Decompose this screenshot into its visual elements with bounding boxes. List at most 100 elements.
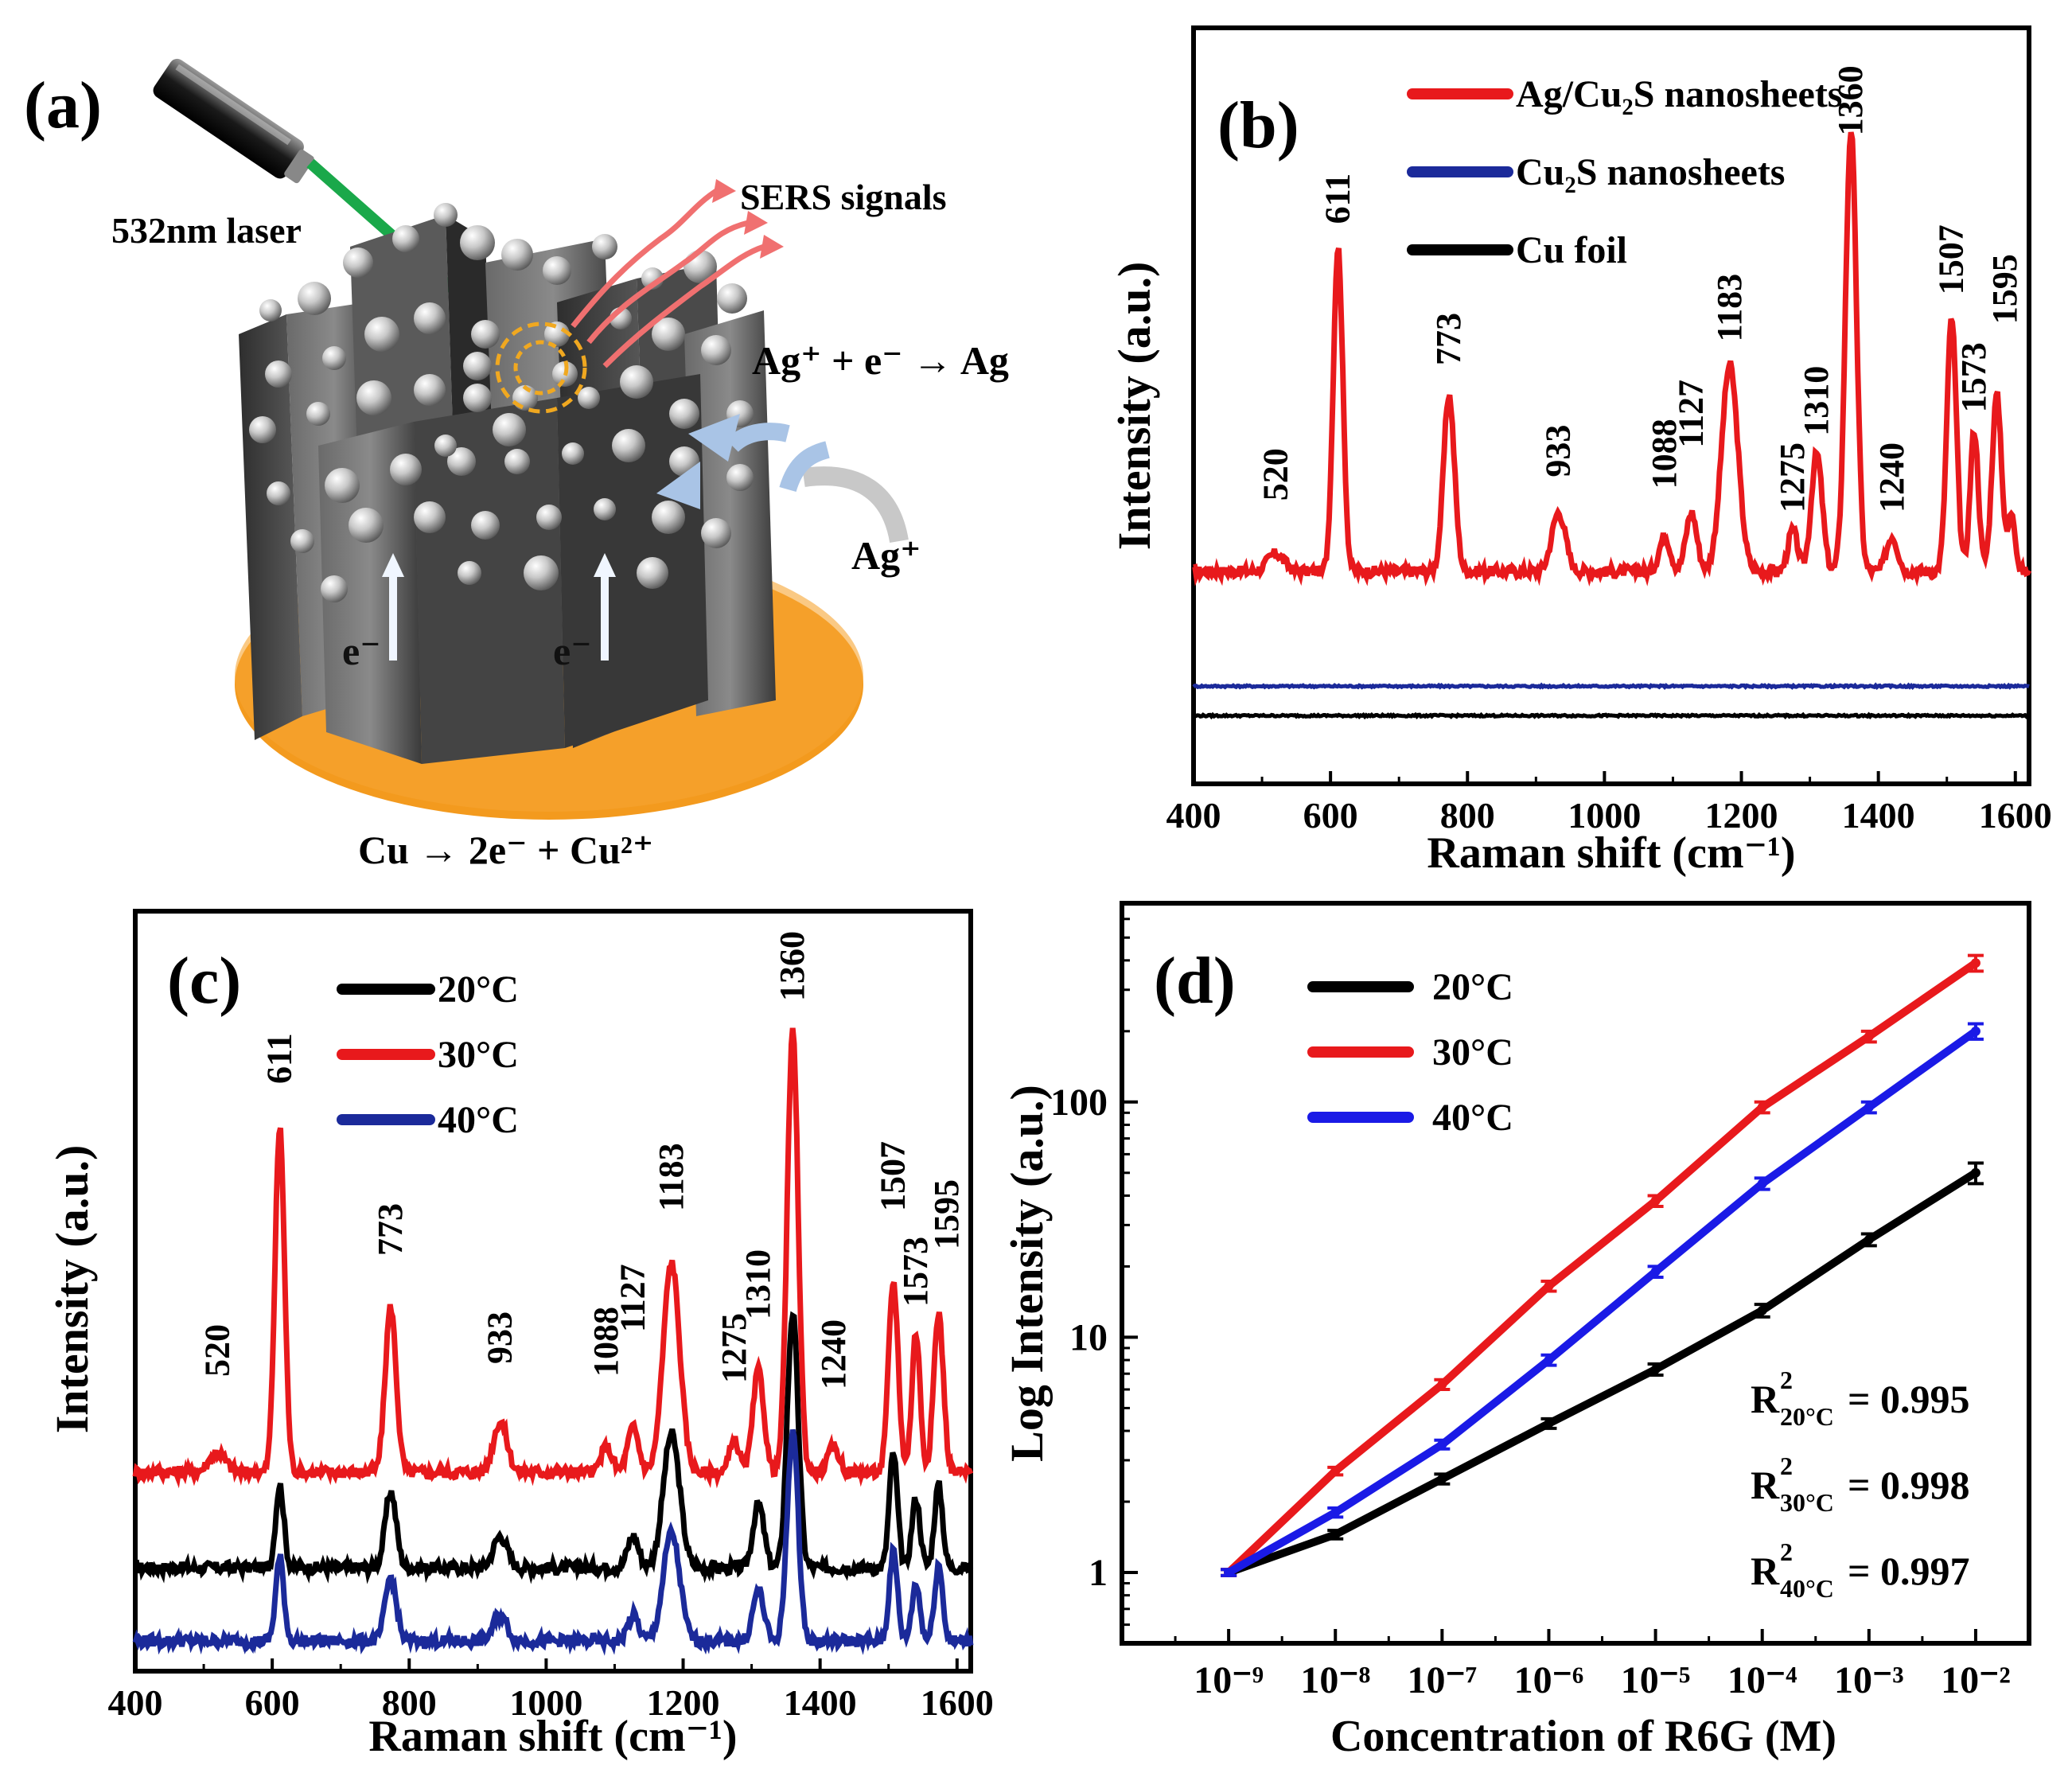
x-tick-label: 10⁻³ (1834, 1659, 1904, 1701)
ag-ion-label: Ag⁺ (851, 533, 921, 578)
peak-label: 933 (481, 1311, 520, 1364)
spectrum-line (132, 1027, 974, 1489)
panel-b-label: (b) (1217, 88, 1299, 162)
series-line (1225, 959, 1978, 1576)
data-point (1864, 1234, 1874, 1245)
ag-nanoparticle (265, 360, 292, 388)
panel-b-x-axis-label: Raman shift (cm⁻¹) (1427, 828, 1795, 878)
x-tick-label: 1200 (647, 1682, 720, 1723)
x-tick-label: 800 (382, 1682, 437, 1723)
r-squared-annotation: R (1751, 1377, 1780, 1421)
r-squared-sub: 30°C (1780, 1488, 1834, 1517)
ag-nanoparticle (460, 225, 495, 260)
peak-label: 1573 (1954, 342, 1993, 412)
ag-nanoparticle (536, 505, 562, 530)
data-point (1757, 1305, 1767, 1315)
data-point (1757, 1102, 1767, 1113)
x-tick-label: 1000 (509, 1682, 582, 1723)
r-squared-sub: 20°C (1780, 1402, 1834, 1431)
sers-signals-label: SERS signals (740, 177, 947, 217)
ag-nanoparticle (458, 561, 481, 585)
panel-d-frame (1120, 901, 2031, 1646)
electron-arrows (382, 553, 616, 661)
ag-nanoparticle (524, 555, 559, 590)
ag-nanoparticle (543, 256, 571, 285)
ag-nanoparticle (414, 302, 446, 334)
ag-nanoparticle (669, 399, 699, 429)
series-line (1226, 1027, 1978, 1576)
panel-d-x-axis-label: Concentration of R6G (M) (1330, 1712, 1836, 1761)
panel-b-frame (1191, 25, 2031, 786)
ag-nanoparticles (249, 203, 754, 602)
peak-label: 1127 (613, 1264, 652, 1332)
panel-c-frame (133, 909, 973, 1674)
panel-c-y-axis-label: Intensity (a.u.) (46, 1145, 98, 1434)
peak-label: 773 (1429, 313, 1468, 365)
peak-label: 933 (1539, 425, 1578, 477)
panel-d-chart: (d) 10⁻⁹ 10⁻⁸ 10⁻⁷ 10⁻⁶ 10⁻⁵ 10⁻⁴ 10⁻³ 10⁻² 1 10 1… (1001, 901, 2031, 1761)
x-tick-label: 400 (1166, 795, 1221, 836)
ag-nanoparticle (493, 413, 526, 446)
legend-entry: 30°C (1432, 1031, 1513, 1074)
data-point (1544, 1418, 1554, 1428)
legend-entry: Cu₂S nanosheets (1516, 151, 1785, 193)
peak-label: 1088 (1645, 419, 1684, 489)
ag-nanoparticle (259, 299, 282, 321)
data-point (1330, 1530, 1341, 1540)
ag-nanoparticle (306, 402, 330, 426)
x-tick-label: 10⁻⁴ (1727, 1659, 1797, 1701)
ag-nanoparticle (390, 454, 422, 485)
ag-nanoparticle (463, 352, 492, 380)
ag-nanoparticle (701, 335, 731, 365)
data-point (1544, 1355, 1554, 1366)
oxidation-equation: Cu → 2e⁻ + Cu²⁺ (358, 828, 653, 872)
r-squared-sup: 2 (1780, 1537, 1793, 1566)
ag-nanoparticle (322, 346, 346, 370)
electron-label-right: e⁻ (553, 629, 592, 673)
spectrum-line (1192, 682, 2030, 691)
legend-entry: 40°C (438, 1099, 519, 1141)
spectrum-line (1192, 711, 2031, 720)
data-point (1437, 1440, 1447, 1450)
data-point (1650, 1196, 1661, 1206)
ag-nanoparticle (434, 435, 457, 457)
legend-entry: 20°C (438, 968, 519, 1011)
x-tick-label: 10⁻⁶ (1514, 1659, 1584, 1701)
data-point (1757, 1179, 1767, 1189)
data-point (1330, 1507, 1341, 1518)
ag-nanoparticle (637, 557, 668, 589)
ag-nanoparticle (562, 442, 584, 465)
ag-nanoparticle (592, 234, 617, 259)
hotspot-inner-ring (513, 340, 569, 396)
ag-nanoparticle (447, 447, 476, 476)
peak-label: 1310 (738, 1249, 777, 1319)
legend-entry: 30°C (438, 1034, 519, 1076)
peak-label: 1127 (1672, 380, 1711, 448)
data-point (1650, 1267, 1661, 1277)
legend-entry: 40°C (1432, 1097, 1513, 1139)
data-point (1864, 1031, 1874, 1042)
ag-nanoparticle (594, 498, 616, 520)
ag-nanoparticle (343, 247, 373, 278)
y-tick-label: 100 (1050, 1081, 1108, 1124)
ag-nanoparticle (392, 225, 419, 252)
peak-label: 1183 (1710, 274, 1749, 342)
x-tick-label: 600 (1303, 795, 1358, 836)
ag-nanoparticle (504, 449, 530, 474)
peak-label: 520 (1256, 448, 1295, 501)
r-squared-annotation: R (1751, 1463, 1780, 1507)
x-tick-label: 800 (1440, 795, 1495, 836)
ag-nanoparticle (434, 203, 458, 227)
ag-nanoparticle (652, 501, 685, 534)
ag-nanoparticle (652, 318, 685, 351)
ag-nanoparticle (364, 317, 399, 352)
ag-nanoparticle (349, 508, 384, 543)
r-squared-value: = 0.997 (1848, 1549, 1970, 1593)
peak-label: 773 (371, 1203, 410, 1256)
panel-c-label: (c) (167, 944, 241, 1018)
ag-nanoparticle (249, 416, 276, 443)
x-tick-label: 1600 (921, 1682, 994, 1723)
peak-label: 611 (260, 1033, 299, 1084)
